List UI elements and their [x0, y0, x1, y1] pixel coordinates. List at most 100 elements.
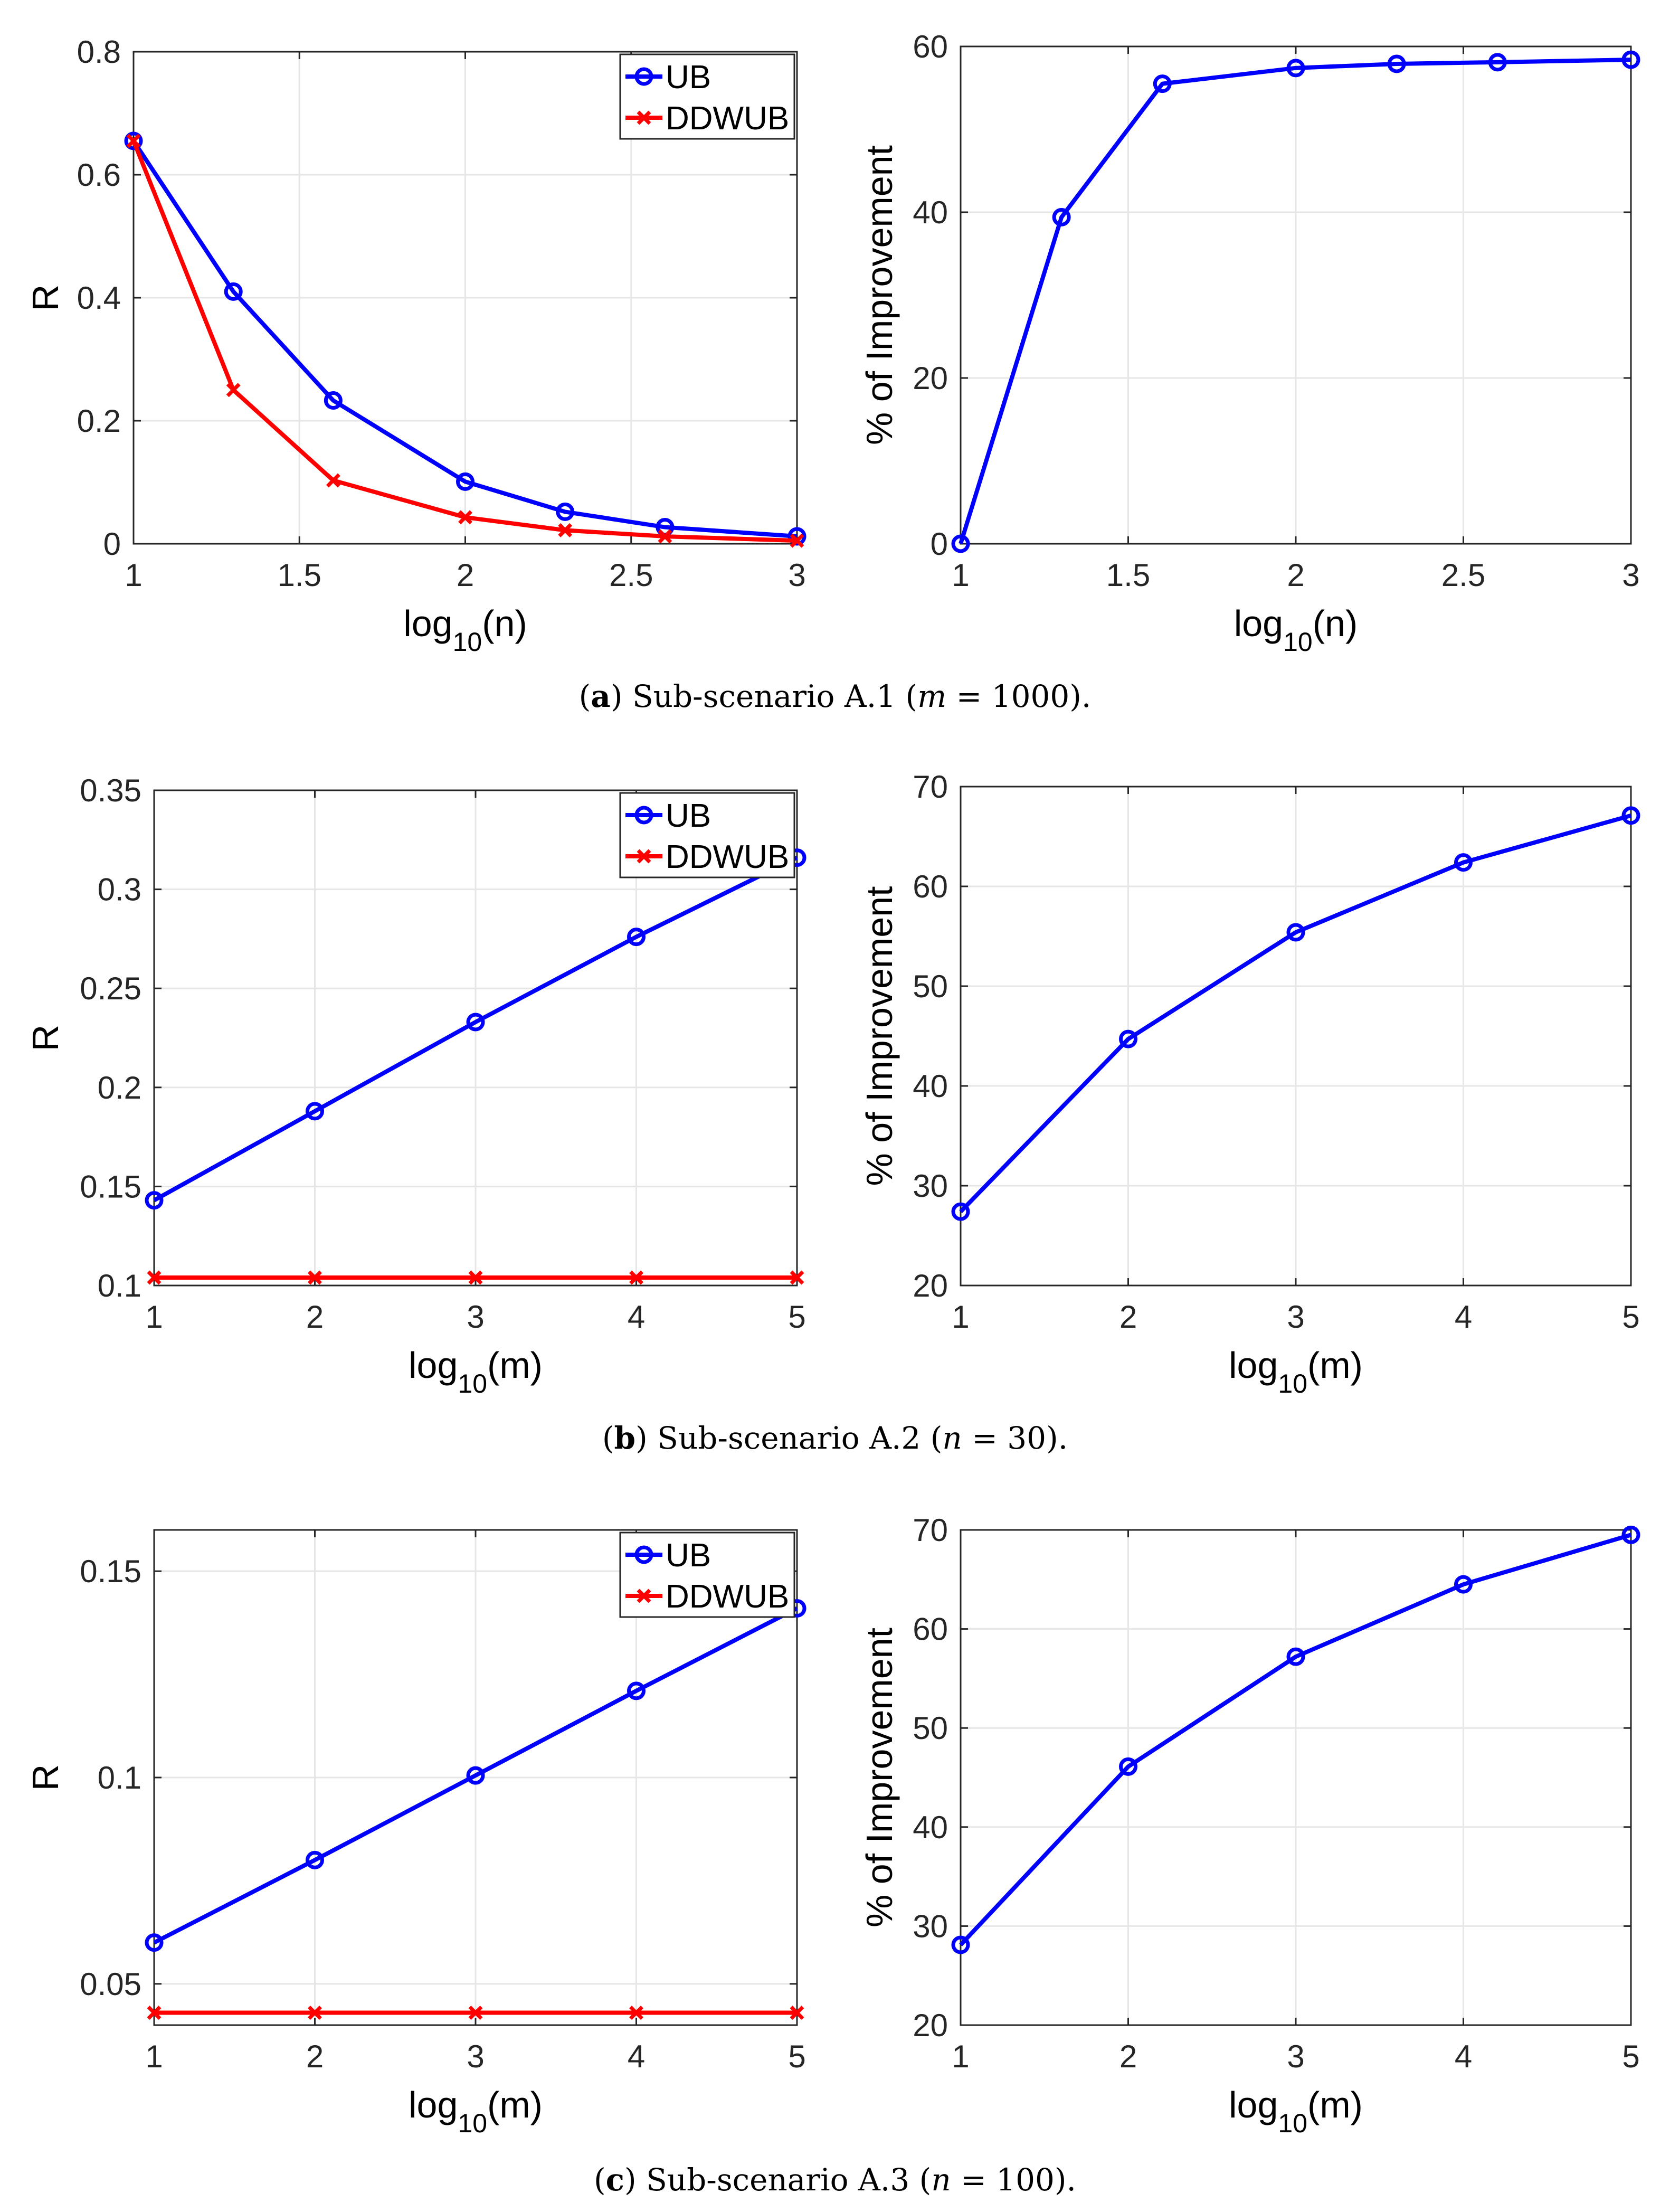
y-tick-label: 0 [103, 526, 121, 562]
y-tick-label: 40 [913, 1810, 948, 1845]
y-tick-label: 70 [913, 1513, 948, 1548]
data-point [226, 383, 241, 398]
data-point [1621, 1525, 1640, 1544]
x-tick-label: 3 [467, 2039, 484, 2074]
data-point [951, 534, 970, 553]
x-tick-label: 2 [1287, 557, 1304, 593]
y-tick-label: 30 [913, 1168, 948, 1204]
x-tick-label: 1 [952, 1299, 969, 1335]
y-tick-label: 0.25 [80, 971, 141, 1006]
series--of-improvement [951, 1525, 1640, 1954]
y-axis-label: % of Improvement [859, 145, 900, 445]
x-axis-label: log10(m) [1229, 2084, 1363, 2138]
legend-marker [637, 110, 651, 125]
series-line [131, 139, 798, 539]
data-point [790, 2006, 804, 2020]
x-tick-label: 1 [145, 2039, 163, 2074]
chart-a-right: 1 1.5 2 2.5 3 0 20 40 60 log10(n) % of Improvement [859, 29, 1640, 657]
series-ub [124, 131, 806, 546]
data-point [306, 1102, 324, 1121]
series-line [959, 1533, 1632, 1946]
legend-entry: DDWUB [666, 839, 789, 875]
x-tick-label: 4 [628, 2039, 645, 2074]
data-point [556, 502, 575, 521]
legend-entry: UB [666, 1537, 711, 1574]
legend-box [619, 792, 795, 878]
x-axis-label: log10(n) [403, 603, 527, 657]
data-point [468, 1270, 483, 1285]
x-axis-label: log10(m) [1229, 1345, 1363, 1398]
legend-box [619, 53, 795, 140]
data-point [790, 1270, 804, 1285]
legend: UB DDWUB [619, 792, 795, 878]
data-point [145, 1933, 164, 1952]
x-tick-label: 3 [467, 1299, 484, 1335]
x-tick-label: 2.5 [1441, 557, 1485, 593]
x-tick-label: 1.5 [1106, 557, 1150, 593]
data-point [124, 131, 143, 150]
legend-entry: UB [666, 59, 711, 96]
data-point [308, 1270, 322, 1285]
data-point [324, 391, 343, 410]
caption-a: (a) Sub-scenario A.1 (m = 1000). [578, 678, 1092, 714]
y-tick-label: 0.4 [77, 280, 121, 316]
data-point [627, 928, 646, 947]
series-ddwub [126, 134, 804, 548]
data-point [306, 1850, 324, 1869]
x-tick-label: 4 [628, 1299, 645, 1335]
data-point [1153, 74, 1172, 93]
data-point [1286, 923, 1305, 942]
legend-marker [634, 67, 653, 86]
x-axis-label: log10(m) [409, 1345, 543, 1398]
legend: UB DDWUB [619, 1532, 795, 1618]
chart-b-right: 1 2 3 4 5 20 30 40 50 60 70 log10(m) % of Improvemen… [859, 769, 1640, 1398]
data-point [1621, 806, 1640, 825]
legend-marker [634, 1545, 653, 1564]
y-tick-label: 0.8 [77, 34, 121, 70]
y-axis-label: R [25, 1764, 66, 1791]
data-point [466, 1013, 485, 1032]
data-point [1286, 1647, 1305, 1666]
data-point [1387, 54, 1406, 73]
data-point [1488, 53, 1507, 72]
series-ddwub [147, 1270, 804, 1285]
x-tick-label: 2 [1119, 1299, 1137, 1335]
y-tick-label: 60 [913, 1612, 948, 1647]
y-axis-label: % of Improvement [859, 886, 900, 1186]
data-point [787, 527, 806, 546]
data-point [629, 2006, 643, 2020]
x-axis-label: log10(m) [409, 2084, 543, 2138]
x-tick-label: 1 [952, 2039, 969, 2074]
data-point [951, 1202, 970, 1221]
data-point [1454, 853, 1473, 872]
y-tick-label: 0.35 [80, 773, 141, 808]
y-tick-label: 30 [913, 1908, 948, 1944]
x-tick-label: 1 [145, 1299, 163, 1335]
series-line [959, 813, 1632, 1213]
y-tick-label: 0 [931, 526, 948, 562]
y-tick-label: 50 [913, 1710, 948, 1746]
data-point [1119, 1757, 1137, 1776]
data-point [558, 523, 573, 537]
legend-entry: UB [666, 798, 711, 834]
x-tick-label: 2.5 [609, 557, 653, 593]
legend-marker [637, 849, 651, 864]
y-axis-label: R [25, 285, 66, 311]
data-point [658, 529, 672, 544]
series-ddwub [147, 2006, 804, 2020]
y-tick-label: 0.1 [98, 1760, 141, 1795]
data-point [147, 1270, 162, 1285]
legend-marker [637, 1589, 651, 1603]
legend-box [619, 1532, 795, 1618]
series--of-improvement [951, 806, 1640, 1221]
x-tick-label: 1 [125, 557, 142, 593]
x-tick-label: 2 [306, 1299, 324, 1335]
x-tick-label: 3 [1287, 2039, 1304, 2074]
data-point [1119, 1029, 1137, 1048]
x-tick-label: 1 [952, 557, 969, 593]
y-tick-label: 0.15 [80, 1169, 141, 1204]
legend: UB DDWUB [619, 53, 795, 140]
data-point [458, 510, 472, 525]
y-tick-label: 70 [913, 769, 948, 805]
y-tick-label: 0.6 [77, 157, 121, 193]
